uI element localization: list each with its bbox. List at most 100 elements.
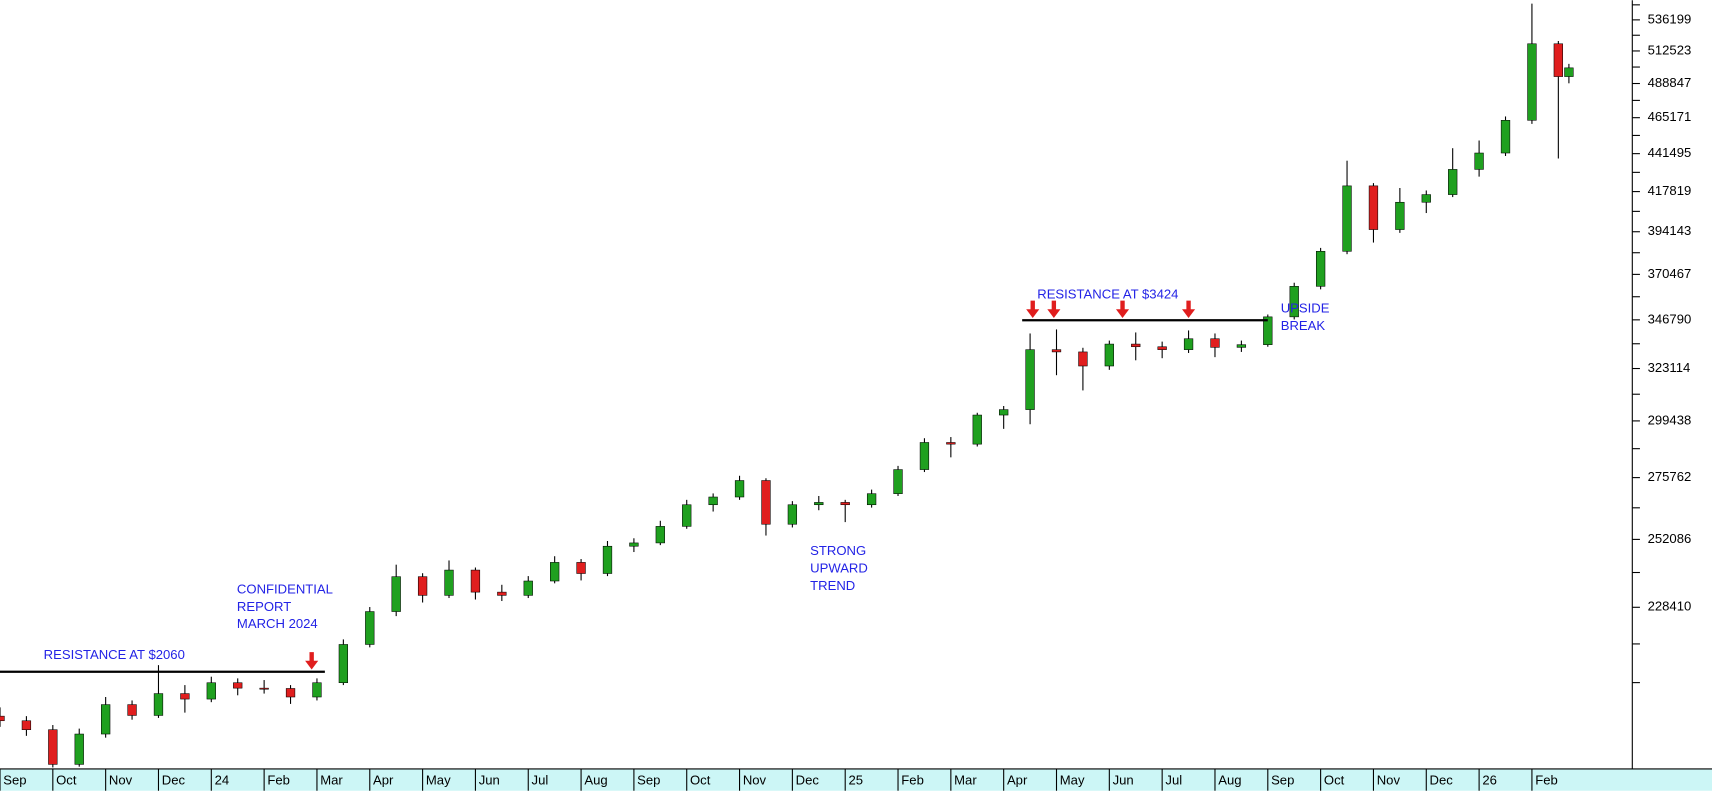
- annotation: REPORT: [237, 599, 291, 614]
- candle-body: [946, 442, 956, 445]
- candle-body: [1368, 185, 1379, 230]
- candle-body: [444, 569, 454, 596]
- candle-body: [893, 469, 903, 494]
- x-tick-label: Feb: [1535, 772, 1558, 787]
- x-tick-label: Nov: [743, 772, 767, 787]
- candle-body: [761, 480, 771, 525]
- candle-body: [233, 682, 243, 689]
- annotation: TREND: [810, 578, 855, 593]
- candle-body: [1448, 169, 1458, 195]
- x-tick-label: Oct: [1324, 772, 1345, 787]
- y-tick-label: 488847: [1648, 75, 1692, 90]
- candle-body: [655, 526, 665, 544]
- y-tick-label: 465171: [1648, 109, 1692, 124]
- x-tick-label: Dec: [796, 772, 820, 787]
- arrow: [1115, 300, 1130, 319]
- annotation: BREAK: [1281, 318, 1326, 333]
- candle-body: [206, 682, 216, 700]
- y-tick-label: 394143: [1648, 223, 1692, 238]
- y-tick-label: 299438: [1648, 412, 1692, 427]
- arrow: [1026, 300, 1040, 319]
- x-tick-label: Aug: [1218, 772, 1241, 787]
- candle-body: [1564, 67, 1574, 77]
- x-tick-label: May: [1060, 772, 1085, 787]
- candle-body: [523, 580, 533, 596]
- candle-body: [365, 611, 375, 645]
- candle-body: [576, 562, 586, 574]
- x-tick-label: Feb: [901, 772, 924, 787]
- candle-body: [391, 576, 401, 612]
- x-tick-label: Sep: [637, 772, 660, 787]
- x-tick-label: Mar: [320, 772, 343, 787]
- candle-body: [1131, 343, 1141, 348]
- candle-body: [48, 729, 58, 765]
- candle-body: [497, 591, 507, 596]
- x-tick-label: Aug: [584, 772, 607, 787]
- candle-body: [470, 569, 481, 593]
- x-tick-label: 25: [848, 772, 863, 787]
- candle-body: [1263, 316, 1273, 345]
- x-tick-label: Jul: [1165, 772, 1182, 787]
- candle-body: [1210, 338, 1220, 348]
- candle-body: [972, 414, 982, 445]
- y-tick-label: 370467: [1648, 266, 1692, 281]
- candle-body: [866, 493, 877, 506]
- candle-body: [919, 442, 930, 470]
- annotation: CONFIDENTIAL: [237, 581, 333, 596]
- x-tick-label: Dec: [162, 772, 186, 787]
- candle-body: [1342, 185, 1352, 252]
- candle-body: [338, 644, 349, 684]
- candle-body: [312, 682, 322, 698]
- candle-body: [417, 576, 428, 596]
- arrow: [1182, 300, 1196, 319]
- x-tick-label: Jun: [1113, 772, 1134, 787]
- x-tick-label: Dec: [1430, 772, 1454, 787]
- candle-body: [682, 504, 692, 527]
- y-tick-label: 228410: [1648, 599, 1692, 614]
- candle-body: [0, 715, 5, 722]
- candle-body: [1527, 43, 1537, 121]
- annotation: RESISTANCE AT $2060: [44, 647, 185, 662]
- candle-body: [127, 704, 137, 716]
- annotation: RESISTANCE AT $3424: [1037, 287, 1178, 302]
- x-tick-label: Jul: [532, 772, 549, 787]
- candle-body: [1395, 201, 1405, 230]
- y-tick-label: 441495: [1648, 145, 1692, 160]
- candle-body: [101, 704, 111, 735]
- x-axis-band: [0, 768, 1712, 791]
- x-tick-label: Oct: [56, 772, 77, 787]
- candle-body: [153, 693, 164, 716]
- y-tick-label: 323114: [1648, 360, 1691, 375]
- candle-body: [840, 502, 850, 506]
- candle-body: [602, 545, 613, 574]
- candle-body: [1553, 43, 1563, 77]
- candle-body: [1157, 346, 1167, 350]
- x-tick-label: Nov: [109, 772, 133, 787]
- y-tick-label: 275762: [1648, 469, 1692, 484]
- x-tick-label: Nov: [1377, 772, 1401, 787]
- x-tick-label: 24: [215, 772, 230, 787]
- x-tick-label: Feb: [267, 772, 290, 787]
- candle-body: [629, 542, 639, 547]
- y-tick-label: 536199: [1648, 11, 1692, 26]
- arrow: [1047, 300, 1061, 319]
- x-tick-label: May: [426, 772, 451, 787]
- candle-body: [1315, 251, 1326, 287]
- annotation: UPSIDE: [1281, 301, 1330, 316]
- candle-body: [74, 733, 84, 765]
- candle-body: [1025, 349, 1035, 410]
- candle-body: [550, 562, 560, 582]
- x-tick-label: Apr: [1007, 772, 1028, 787]
- annotation: UPWARD: [810, 561, 868, 576]
- candle-body: [708, 496, 718, 506]
- x-tick-label: Mar: [954, 772, 977, 787]
- candle-body: [1078, 351, 1088, 367]
- x-tick-label: Jun: [479, 772, 500, 787]
- candle-body: [1289, 286, 1299, 318]
- candle-body: [1183, 338, 1194, 350]
- candle-body: [1500, 120, 1511, 154]
- annotation: MARCH 2024: [237, 616, 318, 631]
- candle-body: [259, 687, 269, 690]
- x-tick-label: Oct: [690, 772, 711, 787]
